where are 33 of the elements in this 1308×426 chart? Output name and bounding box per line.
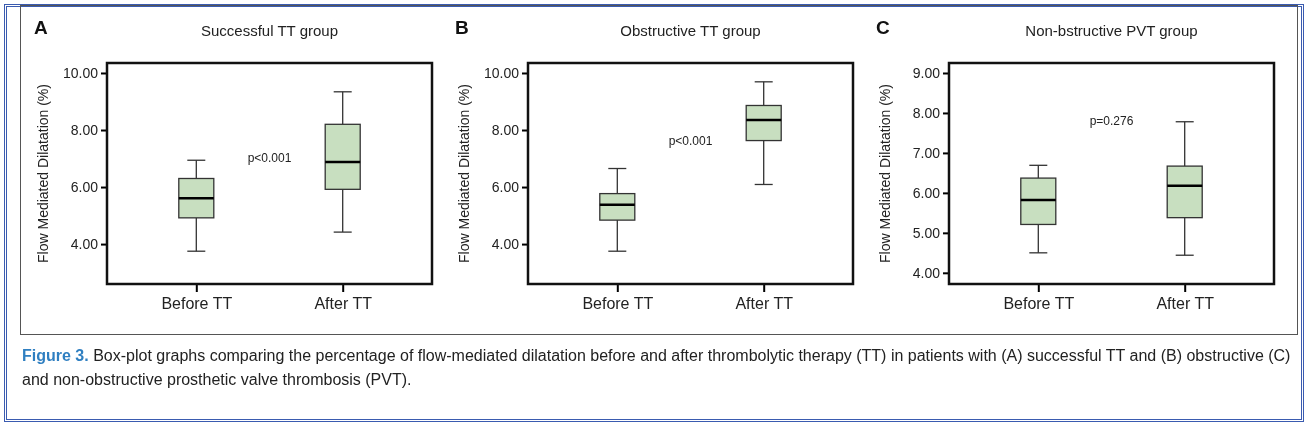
caption: Figure 3. Box-plot graphs comparing the percentage of flow-mediated dilatation before and after thrombolytic therapy (TT) in patients with (A) successful TT and (B) obstructive (C) and non-obstructive prosthetic valve thrombosis (PVT). — [22, 347, 1291, 388]
x-tick-label: Before TT — [582, 295, 654, 313]
x-tick-label: Before TT — [1003, 295, 1075, 313]
y-tick-label: 8.00 — [912, 104, 941, 121]
annotation: p<0.001 — [247, 151, 292, 166]
y-tick-label: 7.00 — [912, 144, 941, 161]
y-tick-label: 10.00 — [62, 64, 99, 81]
text: C — [876, 17, 890, 38]
y-tick-label: 9.00 — [912, 64, 941, 81]
y-axis-title: Flow Mediated Dilatation (%) — [35, 84, 51, 263]
chart-title: Obstructive TT group — [620, 22, 761, 39]
x-tick-label: After TT — [314, 295, 373, 313]
x-tick-label: After TT — [735, 295, 794, 313]
annotation: p<0.001 — [668, 133, 713, 148]
y-tick-label: 4.00 — [912, 264, 941, 281]
y-tick-label: 6.00 — [912, 184, 941, 201]
chart-title: Non-bstructive PVT group — [1025, 22, 1198, 39]
y-axis-title: Flow Mediated Dilatation (%) — [877, 84, 893, 263]
text: A — [34, 17, 48, 38]
x-tick-label: Before TT — [161, 295, 233, 313]
annotation: p=0.276 — [1089, 113, 1134, 128]
text: B — [455, 17, 469, 38]
y-tick-label: 8.00 — [491, 121, 520, 138]
y-axis-title: Flow Mediated Dilatation (%) — [456, 84, 472, 263]
y-tick-label: 10.00 — [483, 64, 520, 81]
x-tick-label: After TT — [1156, 295, 1215, 313]
y-tick-label: 4.00 — [70, 236, 99, 253]
y-tick-label: 6.00 — [491, 179, 520, 196]
chart-title: Successful TT group — [200, 22, 339, 39]
y-tick-label: 6.00 — [70, 179, 99, 196]
y-tick-label: 4.00 — [491, 236, 520, 253]
y-tick-label: 8.00 — [70, 121, 99, 138]
y-tick-label: 5.00 — [912, 224, 941, 241]
